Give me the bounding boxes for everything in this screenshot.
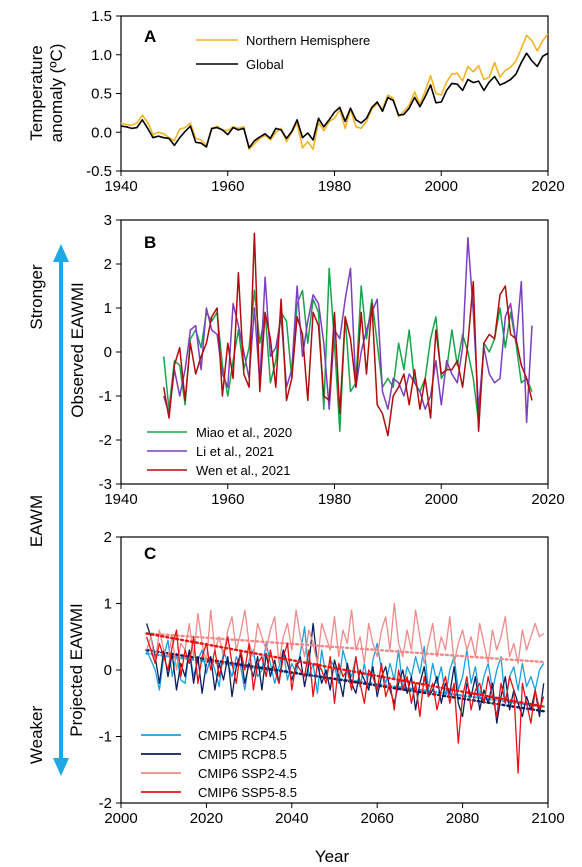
legend-global-label: Global [246,57,284,72]
panel-b-ylabel: Observed EAWMI [68,282,87,417]
series-line-cmip6-ssp2-4-5 [145,602,545,671]
series-line-cmip6-ssp5-8-5 [145,629,545,774]
weaker-label: Weaker [27,706,46,765]
legend-cmip6-585-label: CMIP6 SSP5-8.5 [198,785,297,800]
stronger-label: Stronger [27,264,46,330]
panel-b-legend: Miao et al., 2020 Li et al., 2021 Wen et… [147,425,292,478]
panel-a-xtick-label: 1940 [104,178,137,195]
panel-a-xtick-label: 2000 [425,178,458,195]
legend-nh-label: Northern Hemisphere [246,33,370,48]
trend-line-cmip6-ssp5-8-5 [145,632,545,708]
panel-c-xtick-label: 2100 [531,810,564,827]
panel-c-frame [120,536,549,804]
panel-b-label: B [144,233,156,252]
panel-a-ytick-label: -0.5 [86,163,112,180]
panel-c-ytick-label: -2 [99,795,112,812]
legend-cmip6-245-label: CMIP6 SSP2-4.5 [198,766,297,781]
panel-c-xtick-label: 2080 [446,810,479,827]
panel-b: B Observed EAWMI Miao et al., 2020 Li et… [68,212,565,508]
panel-b-ytick-label: 3 [104,212,112,229]
eawm-arrow [53,244,69,776]
panel-b-ytick-label: 0 [104,344,112,361]
panel-c-label: C [144,544,156,563]
panel-b-ytick-label: -1 [99,388,112,405]
eawm-label: EAWM [27,495,46,547]
eawm-arrow-up-head [53,244,69,262]
panel-c-ylabel: Projected EAWMI [67,603,86,737]
panel-a-ytick-label: 0.0 [91,124,112,141]
panel-c-xtick-label: 2020 [190,810,223,827]
panel-c-plot-area [145,602,545,774]
series-line-global [121,52,548,149]
series-line-wen-et-al-2021 [162,232,533,437]
panel-a-ylabel-line2: anomaly (ºC) [47,44,66,143]
panel-b-plot-area [162,232,533,437]
panel-a-ytick-label: 1.5 [91,8,112,25]
panel-b-xtick-label: 2020 [531,491,564,508]
eawm-arrow-down-head [53,758,69,776]
panel-b-xtick-label: 2000 [425,491,458,508]
panel-b-xtick-label: 1960 [211,491,244,508]
legend-wen-label: Wen et al., 2021 [196,463,290,478]
trend-line-cmip6-ssp2-4-5 [145,632,545,664]
panel-c-xlabel: Year [315,847,350,866]
panel-a-ylabel-line1: Temperature [27,45,46,140]
legend-miao-label: Miao et al., 2020 [196,425,292,440]
panel-a-label: A [144,27,156,46]
legend-cmip5-45-label: CMIP5 RCP4.5 [198,728,287,743]
panel-b-ytick-label: -3 [99,476,112,493]
panel-a-xtick-label: 1980 [318,178,351,195]
panel-c-xtick-label: 2000 [104,810,137,827]
panel-a-xtick-label: 1960 [211,178,244,195]
panel-c-xtick-label: 2060 [361,810,394,827]
panel-c-ytick-label: -1 [99,729,112,746]
panel-c-ytick-label: 1 [104,596,112,613]
panel-a-xtick-label: 2020 [531,178,564,195]
panel-c: C Projected EAWMI Year CMIP5 RCP4.5 CMIP… [67,529,565,866]
panel-b-ytick-label: 1 [104,300,112,317]
panel-a-legend: Northern Hemisphere Global [196,33,370,72]
panel-b-ytick-label: -2 [99,432,112,449]
panel-b-xtick-label: 1940 [104,491,137,508]
series-line-li-et-al-2021 [162,236,533,424]
panel-a-plot-area [121,33,548,151]
panel-c-xtick-label: 2040 [275,810,308,827]
panel-b-xtick-label: 1980 [318,491,351,508]
series-line-northern-hemisphere [121,33,548,151]
panel-c-ytick-label: 0 [104,662,112,679]
panel-a: A Temperature anomaly (ºC) Northern Hemi… [27,8,565,195]
legend-li-label: Li et al., 2021 [196,444,274,459]
panel-b-ytick-label: 2 [104,256,112,273]
legend-cmip5-85-label: CMIP5 RCP8.5 [198,747,287,762]
panel-a-ytick-label: 1.0 [91,47,112,64]
panel-c-legend: CMIP5 RCP4.5 CMIP5 RCP8.5 CMIP6 SSP2-4.5… [141,728,297,800]
panel-c-ytick-label: 2 [104,529,112,546]
panel-a-ytick-label: 0.5 [91,86,112,103]
